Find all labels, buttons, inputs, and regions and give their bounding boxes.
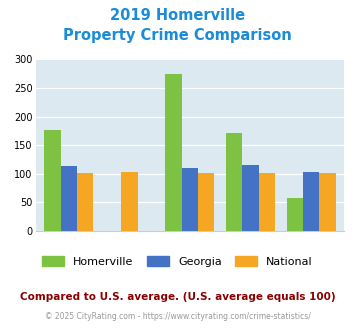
Bar bbox=[182, 168, 198, 231]
Bar bbox=[165, 74, 182, 231]
Text: Property Crime Comparison: Property Crime Comparison bbox=[63, 28, 292, 43]
Text: 2019 Homerville: 2019 Homerville bbox=[110, 8, 245, 23]
Bar bbox=[198, 173, 214, 231]
Bar bbox=[259, 173, 275, 231]
Bar bbox=[44, 130, 61, 231]
Bar bbox=[242, 165, 259, 231]
Bar bbox=[77, 173, 93, 231]
Bar bbox=[121, 172, 137, 231]
Legend: Homerville, Georgia, National: Homerville, Georgia, National bbox=[42, 255, 313, 267]
Bar bbox=[319, 173, 335, 231]
Text: © 2025 CityRating.com - https://www.cityrating.com/crime-statistics/: © 2025 CityRating.com - https://www.city… bbox=[45, 312, 310, 321]
Bar bbox=[286, 198, 303, 231]
Bar bbox=[226, 133, 242, 231]
Bar bbox=[61, 166, 77, 231]
Bar bbox=[303, 172, 319, 231]
Text: Compared to U.S. average. (U.S. average equals 100): Compared to U.S. average. (U.S. average … bbox=[20, 292, 335, 302]
